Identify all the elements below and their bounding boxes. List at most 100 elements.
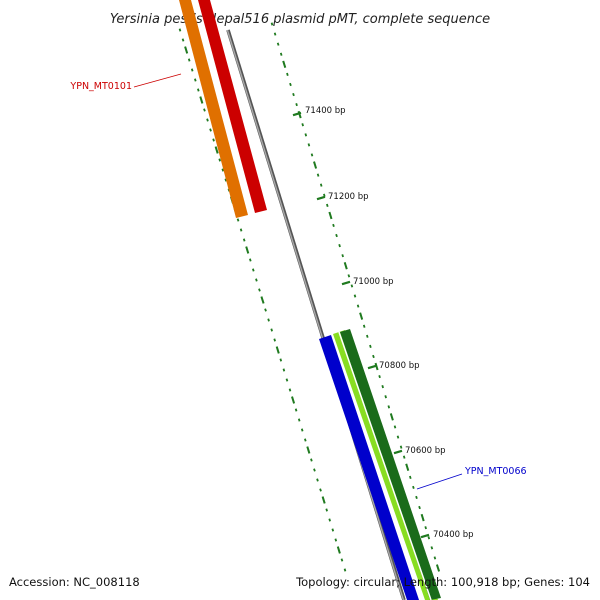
inner-ruler-minor-tick [313, 468, 316, 472]
outer-ruler-minor-tick [341, 254, 344, 258]
green-feature-edge [338, 331, 432, 600]
scale-major-tick [341, 280, 351, 286]
outer-ruler-minor-tick [393, 425, 397, 429]
orange-feature [179, 0, 248, 218]
outer-ruler-minor-tick [412, 485, 415, 489]
sequence-stats-text: Topology: circular; Length: 100,918 bp; … [296, 575, 590, 589]
outer-ruler-minor-tick [319, 183, 323, 187]
inner-ruler-minor-tick [310, 458, 313, 462]
outer-ruler-major-tick [435, 564, 441, 572]
inner-ruler-minor-tick [218, 158, 221, 162]
inner-ruler-minor-tick [300, 428, 304, 432]
scale-tick-label: 70600 bp [405, 446, 446, 456]
scale-tick-label: 70800 bp [379, 361, 420, 371]
outer-ruler-minor-tick [366, 334, 369, 338]
outer-ruler-minor-tick [301, 123, 304, 127]
inner-ruler-major-tick [336, 546, 341, 554]
gene-label-ypn-mt0066[interactable]: YPN_MT0066 [464, 466, 527, 477]
inner-ruler-minor-tick [264, 308, 267, 312]
inner-ruler-major-tick [260, 296, 265, 304]
inner-ruler-major-tick [214, 146, 219, 154]
gene-label-leader-blue [416, 473, 463, 490]
outer-ruler-major-tick [343, 262, 348, 270]
outer-ruler-minor-tick [295, 103, 298, 107]
outer-ruler-minor-tick [396, 435, 400, 439]
outer-ruler-minor-tick [387, 405, 391, 409]
scale-tick-label: 71200 bp [328, 192, 369, 202]
inner-ruler-minor-tick [316, 478, 319, 482]
inner-ruler-major-tick [275, 346, 280, 354]
outer-ruler-minor-tick [402, 455, 406, 459]
outer-ruler-minor-tick [356, 304, 360, 308]
inner-ruler-minor-tick [334, 538, 338, 542]
outer-ruler-minor-tick [424, 526, 427, 530]
inner-ruler-minor-tick [279, 358, 283, 362]
inner-ruler-minor-tick [325, 508, 328, 512]
inner-ruler-minor-tick [209, 128, 212, 132]
outer-ruler-major-tick [389, 413, 394, 421]
outer-ruler-minor-tick [310, 153, 314, 157]
outer-ruler-major-tick [374, 362, 379, 371]
inner-ruler-minor-tick [224, 178, 228, 182]
outer-ruler-minor-tick [350, 284, 354, 288]
inner-ruler-minor-tick [331, 528, 335, 532]
inner-ruler-minor-tick [239, 228, 243, 232]
inner-ruler-major-tick [291, 396, 296, 404]
blue-feature [319, 335, 419, 600]
inner-ruler-minor-tick [249, 258, 252, 262]
scale-major-tick [393, 449, 403, 455]
inner-ruler-minor-tick [181, 38, 185, 42]
plasmid-backbone-highlight [226, 29, 405, 600]
inner-ruler-minor-tick [270, 328, 273, 332]
scale-tick-label: 70400 bp [433, 530, 474, 540]
accession-text: Accession: NC_008118 [9, 575, 140, 589]
inner-ruler-minor-tick [297, 418, 301, 422]
inner-ruler-minor-tick [285, 378, 289, 382]
inner-ruler-minor-tick [340, 558, 344, 562]
inner-ruler-major-tick [321, 496, 326, 504]
outer-ruler-minor-tick [369, 344, 372, 348]
inner-ruler-minor-tick [273, 338, 276, 342]
inner-ruler-minor-tick [203, 108, 206, 112]
inner-ruler-major-tick [306, 446, 311, 454]
outer-ruler-minor-tick [427, 536, 431, 540]
scale-major-tick [367, 364, 377, 370]
inner-ruler-major-tick [184, 46, 189, 54]
outer-ruler-minor-tick [316, 173, 320, 177]
inner-ruler-minor-tick [252, 268, 255, 272]
outer-ruler-minor-tick [338, 244, 341, 248]
map-title: Yersinia pestis Nepal516 plasmid pMT, co… [110, 12, 490, 27]
outer-ruler-major-tick [282, 60, 287, 68]
outer-ruler-minor-tick [399, 445, 403, 449]
gene-label-ypn-mt0101[interactable]: YPN_MT0101 [69, 81, 132, 92]
outer-ruler-minor-tick [415, 495, 418, 500]
scale-major-tick [292, 111, 302, 117]
tick-marks: 71400 bp 71200 bp 71000 bp 70800 bp 70600 bp… [178, 22, 474, 572]
outer-ruler-minor-tick [372, 354, 375, 359]
outer-ruler-minor-tick [347, 274, 351, 278]
outer-ruler-minor-tick [335, 233, 338, 238]
outer-ruler-minor-tick [304, 133, 308, 137]
inner-ruler-major-tick [199, 96, 204, 104]
outer-ruler-major-tick [405, 463, 410, 471]
inner-ruler-major-tick [245, 246, 250, 254]
outer-ruler-minor-tick [289, 82, 292, 87]
scale-tick-label: 71000 bp [353, 277, 394, 287]
scale-major-tick [316, 195, 326, 201]
outer-ruler-minor-tick [381, 385, 384, 389]
outer-ruler-minor-tick [279, 52, 283, 56]
outer-ruler-minor-tick [273, 32, 277, 36]
inner-ruler-minor-tick [190, 68, 194, 72]
outer-ruler-minor-tick [326, 203, 329, 207]
inner-ruler-minor-tick [212, 138, 215, 142]
inner-ruler-minor-tick [187, 58, 191, 62]
inner-ruler-minor-tick [294, 408, 298, 412]
outer-ruler-minor-tick [276, 42, 280, 46]
outer-ruler-major-tick [359, 312, 364, 320]
outer-ruler-minor-tick [332, 223, 335, 228]
outer-ruler-minor-tick [353, 294, 357, 298]
outer-ruler-minor-tick [286, 72, 289, 76]
outer-ruler-minor-tick [433, 556, 437, 560]
inner-ruler-minor-tick [178, 28, 182, 32]
